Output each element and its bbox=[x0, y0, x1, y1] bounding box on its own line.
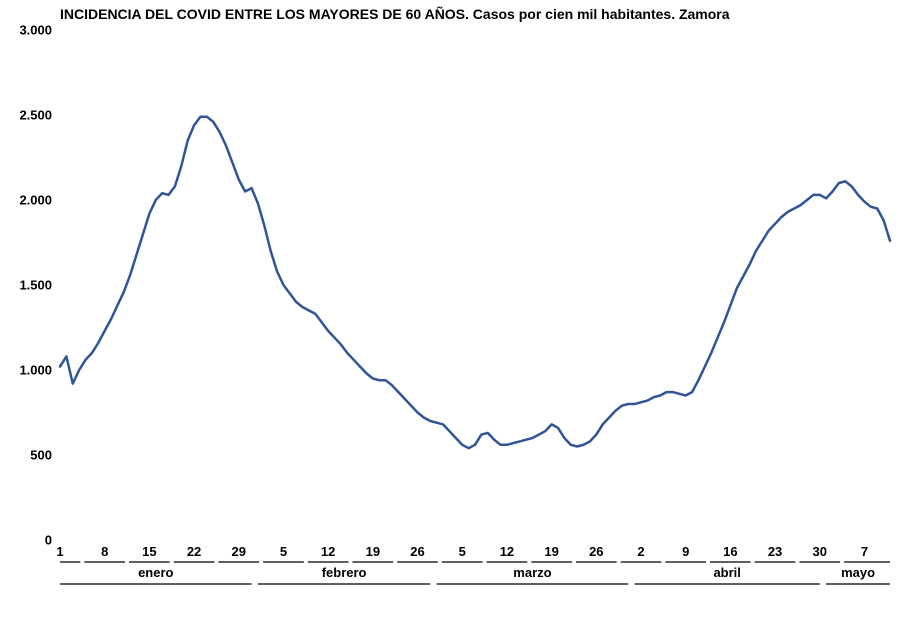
plot-area: 05001.0001.5002.0002.5003.00018152229512… bbox=[60, 30, 890, 540]
y-tick-label: 1.000 bbox=[0, 363, 52, 378]
x-tick-label: 8 bbox=[101, 544, 108, 559]
x-tick-label: 1 bbox=[56, 544, 63, 559]
y-tick-label: 500 bbox=[0, 448, 52, 463]
x-tick-label: 2 bbox=[637, 544, 644, 559]
x-tick-label: 7 bbox=[861, 544, 868, 559]
month-label: abril bbox=[713, 565, 740, 580]
chart-container: INCIDENCIA DEL COVID ENTRE LOS MAYORES D… bbox=[0, 0, 904, 621]
x-tick-label: 16 bbox=[723, 544, 737, 559]
month-label: enero bbox=[138, 565, 173, 580]
y-tick-label: 1.500 bbox=[0, 278, 52, 293]
x-tick-label: 9 bbox=[682, 544, 689, 559]
x-tick-label: 15 bbox=[142, 544, 156, 559]
x-axis bbox=[60, 30, 890, 620]
x-tick-label: 23 bbox=[768, 544, 782, 559]
y-tick-label: 2.000 bbox=[0, 193, 52, 208]
x-tick-label: 26 bbox=[410, 544, 424, 559]
month-label: marzo bbox=[513, 565, 551, 580]
x-tick-label: 5 bbox=[280, 544, 287, 559]
month-label: mayo bbox=[841, 565, 875, 580]
x-tick-label: 30 bbox=[813, 544, 827, 559]
y-tick-label: 0 bbox=[0, 533, 52, 548]
x-tick-label: 26 bbox=[589, 544, 603, 559]
x-tick-label: 12 bbox=[321, 544, 335, 559]
month-label: febrero bbox=[322, 565, 367, 580]
chart-title: INCIDENCIA DEL COVID ENTRE LOS MAYORES D… bbox=[60, 6, 730, 22]
x-tick-label: 12 bbox=[500, 544, 514, 559]
y-tick-label: 2.500 bbox=[0, 108, 52, 123]
x-tick-label: 5 bbox=[459, 544, 466, 559]
x-tick-label: 19 bbox=[366, 544, 380, 559]
x-tick-label: 22 bbox=[187, 544, 201, 559]
y-tick-label: 3.000 bbox=[0, 23, 52, 38]
x-tick-label: 29 bbox=[232, 544, 246, 559]
x-tick-label: 19 bbox=[544, 544, 558, 559]
